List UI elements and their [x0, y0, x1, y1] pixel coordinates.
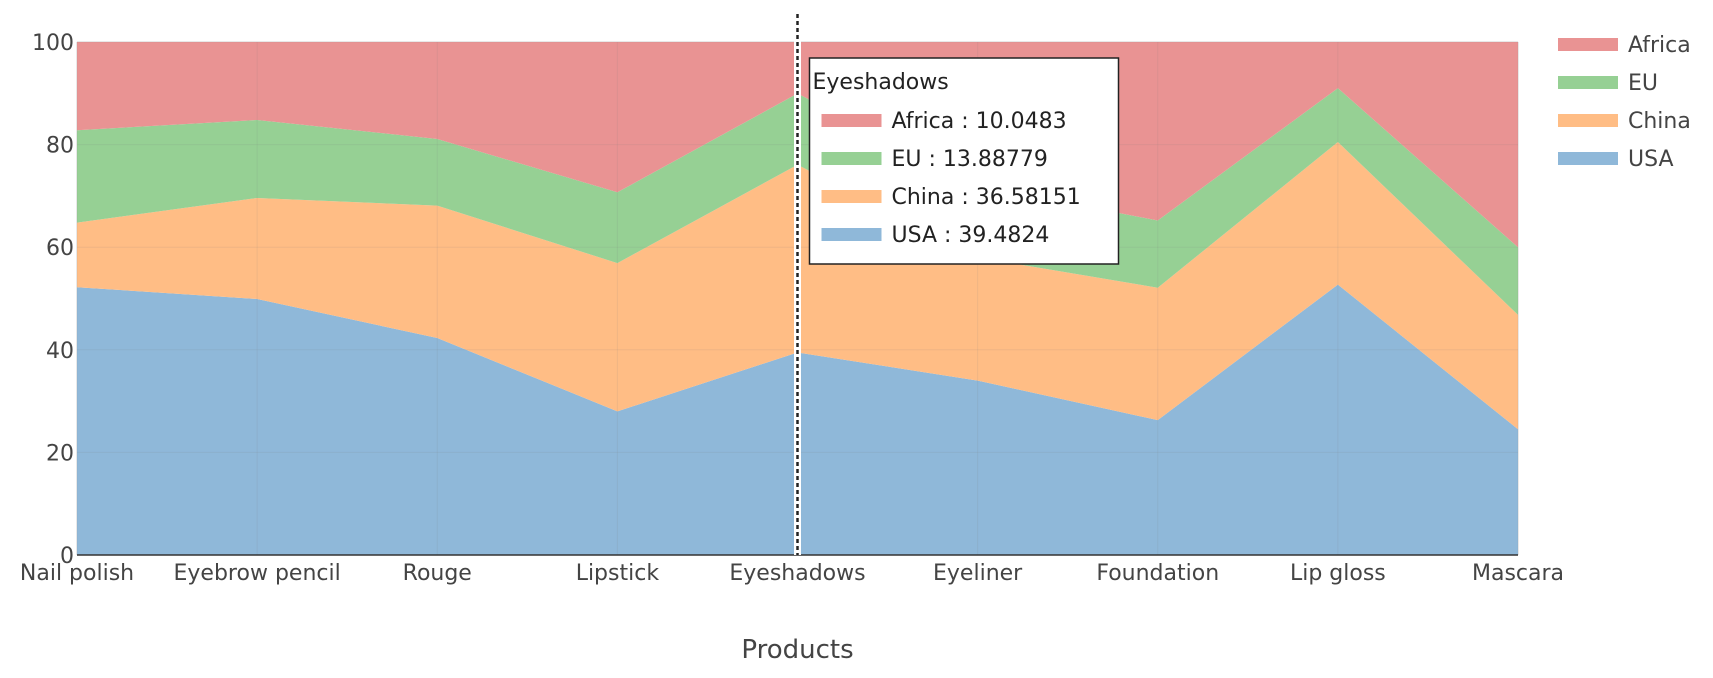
y-tick-labels: 0 20 40 60 80 100: [32, 31, 74, 569]
legend-swatch-africa[interactable]: [1558, 38, 1618, 51]
legend: Africa EU China USA: [1558, 33, 1691, 172]
tooltip-swatch-china: [821, 190, 882, 203]
x-tick-label-nail-polish: Nail polish: [20, 561, 134, 586]
tooltip-swatch-eu: [821, 152, 882, 165]
area-africa[interactable]: [77, 42, 1518, 248]
legend-swatch-china[interactable]: [1558, 114, 1618, 127]
tooltip-title: Eyeshadows: [813, 70, 949, 95]
x-tick-label-mascara: Mascara: [1472, 561, 1564, 586]
x-tick-label-rouge: Rouge: [403, 561, 472, 586]
legend-label-africa[interactable]: Africa: [1628, 33, 1691, 58]
x-tick-label-eyebrow-pencil: Eyebrow pencil: [174, 561, 341, 586]
legend-label-eu[interactable]: EU: [1628, 71, 1658, 96]
y-tick-label-100: 100: [32, 31, 74, 56]
hover-tooltip: Eyeshadows Africa : 10.0483 EU : 13.88779 C…: [808, 57, 1120, 265]
x-tick-label-lipstick: Lipstick: [576, 561, 660, 586]
x-tick-label-lip-gloss: Lip gloss: [1290, 561, 1386, 586]
tooltip-entry-eu: EU : 13.88779: [892, 147, 1048, 172]
legend-swatch-eu[interactable]: [1558, 76, 1618, 89]
x-tick-label-eyeliner: Eyeliner: [933, 561, 1023, 586]
tooltip-entry-usa: USA : 39.4824: [892, 223, 1050, 248]
x-axis-title: Products: [741, 635, 853, 665]
x-tick-label-foundation: Foundation: [1096, 561, 1219, 586]
y-tick-label-40: 40: [46, 339, 74, 364]
y-tick-label-0: 0: [60, 544, 74, 569]
x-tick-label-eyeshadows: Eyeshadows: [729, 561, 865, 586]
tooltip-swatch-africa: [821, 114, 882, 127]
x-tick-labels: Nail polish Eyebrow pencil Rouge Lipstick Ey…: [20, 561, 1564, 586]
legend-swatch-usa[interactable]: [1558, 152, 1618, 165]
y-tick-label-80: 80: [46, 134, 74, 159]
tooltip-entry-china: China : 36.58151: [892, 185, 1081, 210]
tooltip-swatch-usa: [821, 228, 882, 241]
legend-label-usa[interactable]: USA: [1628, 147, 1674, 172]
tooltip-entry-africa: Africa : 10.0483: [892, 109, 1067, 134]
legend-label-china[interactable]: China: [1628, 109, 1691, 134]
area-eu[interactable]: [77, 88, 1518, 315]
y-tick-label-20: 20: [46, 441, 74, 466]
y-tick-label-60: 60: [46, 236, 74, 261]
